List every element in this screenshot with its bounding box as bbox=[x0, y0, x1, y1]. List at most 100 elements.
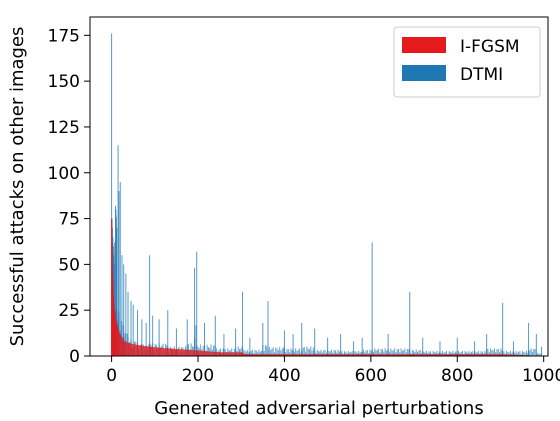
bar-fill-i-fgsm bbox=[207, 351, 209, 356]
bar-fill-i-fgsm bbox=[156, 347, 158, 356]
bar-fill-dtmi bbox=[245, 351, 247, 356]
bar-fill-i-fgsm bbox=[472, 354, 474, 356]
bar-fill-i-fgsm bbox=[305, 354, 307, 356]
bar-fill-i-fgsm bbox=[316, 354, 318, 356]
bar-fill-i-fgsm bbox=[154, 347, 156, 356]
bar-fill-i-fgsm bbox=[126, 342, 128, 356]
bar-fill-dtmi bbox=[195, 325, 197, 356]
bar-fill-i-fgsm bbox=[267, 354, 269, 356]
bar-fill-dtmi bbox=[227, 348, 229, 356]
bar-fill-dtmi bbox=[524, 352, 526, 356]
bar-fill-i-fgsm bbox=[441, 354, 443, 356]
bar-fill-i-fgsm bbox=[438, 354, 440, 356]
bar-dtmi-33 bbox=[214, 315, 216, 356]
bar-fill-i-fgsm bbox=[219, 352, 221, 356]
bar-fill-i-fgsm bbox=[239, 352, 241, 356]
bar-fill-dtmi bbox=[237, 346, 239, 356]
bar-fill-i-fgsm bbox=[455, 354, 457, 356]
bar-fill-i-fgsm bbox=[199, 350, 201, 356]
bar-fill-i-fgsm bbox=[379, 354, 381, 356]
bar-fill-i-fgsm bbox=[221, 352, 223, 356]
bar-fill-i-fgsm bbox=[442, 354, 444, 356]
bar-fill-i-fgsm bbox=[288, 354, 290, 356]
bar-fill-i-fgsm bbox=[169, 348, 170, 356]
bar-fill-dtmi bbox=[417, 352, 419, 356]
bar-fill-i-fgsm bbox=[490, 354, 492, 356]
bar-dtmi-16 bbox=[123, 264, 125, 356]
bar-fill-i-fgsm bbox=[372, 354, 374, 356]
bar-fill-i-fgsm bbox=[184, 349, 186, 356]
bar-fill-i-fgsm bbox=[471, 354, 473, 356]
bar-fill-dtmi bbox=[259, 351, 261, 356]
bar-fill-i-fgsm bbox=[261, 354, 263, 356]
bar-fill-i-fgsm bbox=[226, 352, 228, 356]
bar-fill-i-fgsm bbox=[312, 354, 314, 356]
legend-label-dtmi: DTMI bbox=[460, 65, 503, 85]
bar-fill-i-fgsm bbox=[208, 351, 210, 356]
bar-fill-i-fgsm bbox=[137, 345, 139, 356]
bar-fill-i-fgsm bbox=[338, 354, 340, 356]
bar-fill-i-fgsm bbox=[294, 354, 296, 356]
y-tick-label: 175 bbox=[48, 26, 80, 46]
bar-fill-i-fgsm bbox=[273, 354, 275, 356]
bar-fill-i-fgsm bbox=[265, 354, 267, 356]
bar-fill-i-fgsm bbox=[164, 348, 166, 356]
bar-fill-i-fgsm bbox=[256, 354, 258, 356]
bar-fill-i-fgsm bbox=[139, 345, 141, 356]
bar-fill-dtmi bbox=[319, 351, 321, 356]
bar-fill-i-fgsm bbox=[340, 354, 342, 356]
bar-fill-i-fgsm bbox=[274, 354, 276, 356]
bar-fill-i-fgsm bbox=[178, 349, 180, 356]
bar-fill-i-fgsm bbox=[363, 354, 365, 356]
bar-fill-i-fgsm bbox=[223, 352, 225, 356]
bar-fill-dtmi bbox=[492, 350, 494, 356]
bar-fill-dtmi bbox=[436, 350, 438, 356]
bar-fill-dtmi bbox=[360, 351, 362, 356]
bar-fill-i-fgsm bbox=[237, 352, 239, 356]
bar-dtmi-45 bbox=[340, 334, 342, 356]
bar-fill-i-fgsm bbox=[204, 351, 206, 356]
bar-fill-i-fgsm bbox=[130, 343, 132, 356]
bar-fill-i-fgsm bbox=[423, 354, 425, 356]
bar-fill-i-fgsm bbox=[341, 354, 343, 356]
bar-fill-i-fgsm bbox=[160, 347, 162, 356]
bar-fill-i-fgsm bbox=[330, 354, 332, 356]
bar-fill-i-fgsm bbox=[470, 354, 472, 356]
bar-fill-i-fgsm bbox=[506, 354, 508, 356]
bar-dtmi-14 bbox=[119, 181, 121, 356]
bar-dtmi-57 bbox=[512, 341, 514, 356]
bar-fill-i-fgsm bbox=[217, 352, 219, 356]
bar-fill-i-fgsm bbox=[422, 354, 424, 356]
bar-dtmi-44 bbox=[327, 337, 329, 356]
bar-fill-dtmi bbox=[469, 352, 471, 356]
bar-fill-i-fgsm bbox=[329, 354, 331, 356]
bar-dtmi-29 bbox=[186, 319, 188, 356]
bar-fill-dtmi bbox=[308, 349, 310, 356]
bar-fill-i-fgsm bbox=[188, 349, 190, 356]
bar-fill-dtmi bbox=[350, 352, 352, 356]
bar-fill-i-fgsm bbox=[214, 351, 216, 356]
bar-fill-i-fgsm bbox=[350, 354, 352, 356]
bar-fill-i-fgsm bbox=[495, 354, 497, 356]
bar-fill-i-fgsm bbox=[264, 354, 266, 356]
bar-dtmi-55 bbox=[486, 334, 488, 356]
bar-fill-i-fgsm bbox=[407, 354, 409, 356]
bar-fill-i-fgsm bbox=[439, 354, 441, 356]
bar-fill-i-fgsm bbox=[416, 354, 418, 356]
bar-fill-dtmi bbox=[247, 349, 249, 356]
bar-fill-dtmi bbox=[311, 350, 313, 356]
bar-dtmi-24 bbox=[149, 255, 151, 356]
bar-fill-i-fgsm bbox=[434, 354, 436, 356]
bar-fill-dtmi bbox=[369, 349, 371, 356]
bar-fill-i-fgsm bbox=[232, 352, 234, 356]
bar-fill-i-fgsm bbox=[302, 354, 304, 356]
bar-fill-i-fgsm bbox=[386, 354, 388, 356]
bar-fill-dtmi bbox=[305, 351, 307, 356]
bar-dtmi-38 bbox=[262, 323, 264, 356]
bar-fill-i-fgsm bbox=[280, 354, 282, 356]
bar-fill-i-fgsm bbox=[481, 354, 483, 356]
bar-fill-i-fgsm bbox=[402, 354, 404, 356]
bar-fill-dtmi bbox=[271, 348, 273, 356]
bar-fill-dtmi bbox=[460, 351, 462, 356]
bar-fill-i-fgsm bbox=[464, 354, 466, 356]
